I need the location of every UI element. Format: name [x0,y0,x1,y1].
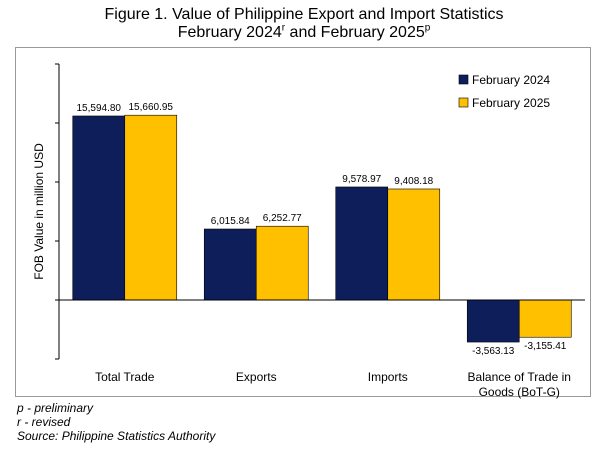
legend-label: February 2024 [472,73,550,87]
legend-swatch-feb2025 [458,97,469,108]
bar-feb2024 [335,186,389,301]
chart-title-line-1: Figure 1. Value of Philippine Export and… [104,6,504,23]
note-revised: r - revised [17,415,71,429]
note-source: Source: Philippine Statistics Authority [17,429,216,443]
title-preliminary-mark: p [424,22,431,34]
data-label: 6,015.84 [211,216,250,227]
category-label: Goods (BoT-G) [479,385,560,399]
data-label: -3,563.13 [472,346,515,357]
bar-feb2025 [387,188,441,301]
data-label: 6,252.77 [263,213,302,224]
bar-feb2025 [518,299,572,338]
data-label: 9,408.18 [394,176,433,187]
y-axis-label: FOB Value in million USD [32,143,46,280]
bar-feb2025 [124,114,178,301]
category-label: Balance of Trade in [468,370,571,384]
data-label: 15,660.95 [129,102,174,113]
data-label: 15,594.80 [77,103,122,114]
title-period-b: and February 2025 [285,24,425,41]
bar-feb2024 [466,299,520,343]
title-revised-mark: r [281,22,286,34]
title-period-a: February 2024 [177,24,282,41]
data-label: -3,155.41 [524,341,567,352]
bar-feb2025 [255,225,309,301]
chart-frame [15,47,591,397]
legend-swatch-feb2024 [458,74,469,85]
category-label: Exports [236,370,277,384]
bar-feb2024 [72,115,126,301]
chart-title-line-2: February 2024r and February 2025p [0,22,608,42]
bar-feb2024 [203,228,257,301]
category-label: Total Trade [95,370,155,384]
legend-label: February 2025 [472,96,550,110]
data-label: 9,578.97 [342,174,381,185]
category-label: Imports [368,370,408,384]
note-preliminary: p - preliminary [17,401,94,415]
chart-notes: p - preliminary r - revised Source: Phil… [17,401,215,443]
